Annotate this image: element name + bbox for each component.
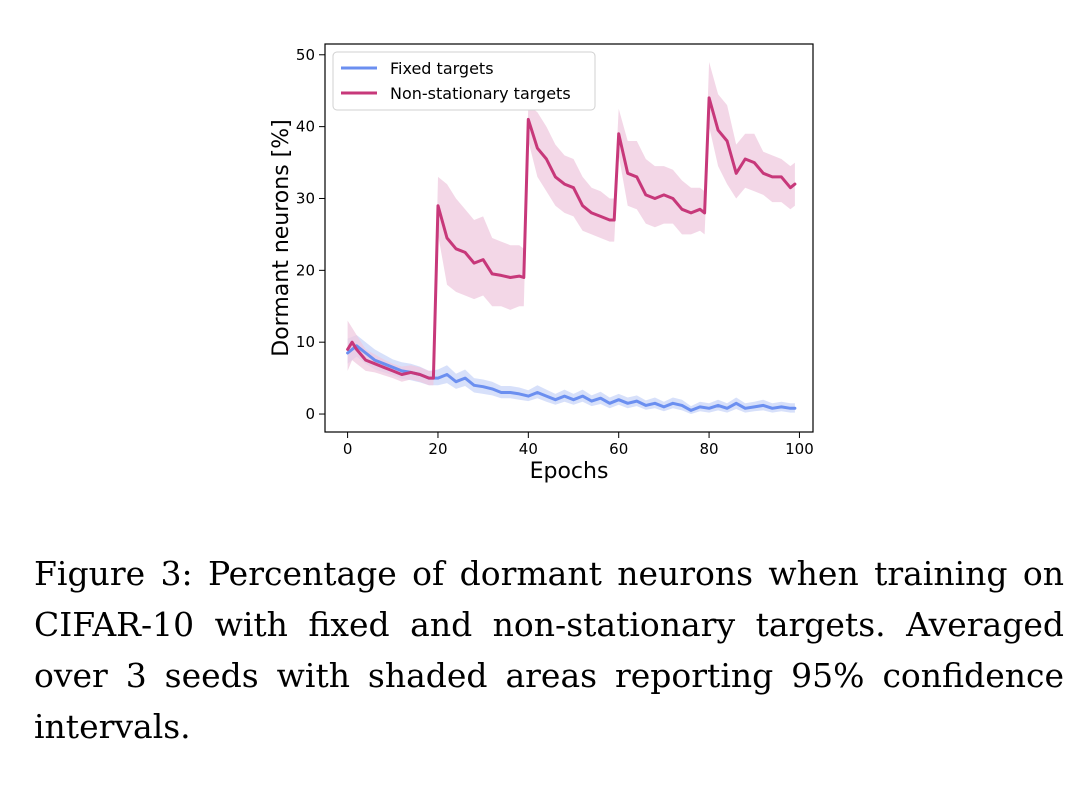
y-tick-label: 10 <box>296 333 315 351</box>
y-tick-label: 40 <box>296 118 315 136</box>
series-line-1 <box>346 96 797 380</box>
legend-label-fixed: Fixed targets <box>390 59 494 78</box>
x-tick-label: 100 <box>785 440 814 458</box>
y-axis-label: Dormant neurons [%] <box>269 119 294 356</box>
y-tick-label: 0 <box>305 405 315 423</box>
plot-area <box>346 62 797 414</box>
y-axis-ticks: 0 10 20 30 40 50 <box>296 46 325 423</box>
y-tick-label: 30 <box>296 189 315 207</box>
x-tick-label: 60 <box>609 440 628 458</box>
x-tick-label: 40 <box>519 440 538 458</box>
x-tick-label: 80 <box>700 440 719 458</box>
axes: 0 20 40 60 80 100 0 10 20 30 40 50 Epochs Dormant … <box>269 43 814 484</box>
legend: Fixed targets Non-stationary targets <box>332 51 596 111</box>
y-tick-label: 50 <box>296 46 315 64</box>
x-tick-label: 20 <box>428 440 447 458</box>
legend-label-non-stationary: Non-stationary targets <box>390 84 571 103</box>
x-axis-label: Epochs <box>530 459 609 484</box>
figure-caption: Figure 3: Percentage of dormant neurons … <box>34 554 1064 746</box>
x-tick-label: 0 <box>343 440 353 458</box>
legend-box <box>332 51 596 111</box>
x-axis-ticks: 0 20 40 60 80 100 <box>343 432 814 458</box>
plot-frame <box>324 43 814 433</box>
dormant-neurons-chart: 0 20 40 60 80 100 0 10 20 30 40 50 Epochs Dormant … <box>269 43 814 484</box>
y-tick-label: 20 <box>296 261 315 279</box>
